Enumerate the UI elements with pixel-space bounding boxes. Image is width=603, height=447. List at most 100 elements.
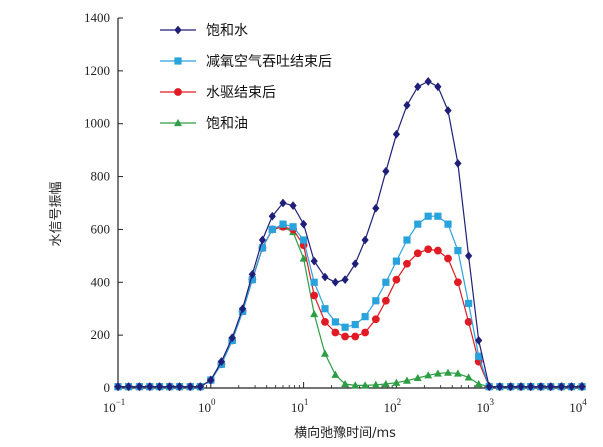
x-tick-label: 104	[569, 397, 587, 415]
legend-item: 水驱结束后	[160, 85, 276, 101]
legend-label: 饱和水	[206, 23, 248, 39]
legend-marker	[174, 88, 182, 96]
data-point	[331, 277, 339, 287]
data-point	[414, 220, 422, 228]
data-point	[279, 198, 287, 208]
data-point	[146, 382, 154, 392]
data-point	[382, 166, 390, 176]
y-tick-label: 200	[91, 327, 111, 342]
data-point	[351, 320, 359, 329]
series-line	[118, 80, 582, 388]
data-point	[124, 382, 133, 392]
x-axis-title: 横向弛豫时间/ms	[294, 425, 396, 441]
data-point	[166, 382, 174, 392]
legend-item: 饱和水	[160, 23, 248, 39]
series-line	[118, 226, 582, 388]
data-point	[320, 349, 329, 357]
data-point	[557, 382, 566, 392]
data-point	[403, 236, 411, 244]
legend-label: 水驱结束后	[206, 85, 276, 101]
y-tick-label: 400	[91, 274, 111, 289]
series-line	[118, 215, 582, 388]
data-point	[454, 246, 462, 255]
data-point	[434, 212, 442, 220]
data-point	[424, 371, 433, 379]
data-point	[310, 256, 318, 266]
data-point	[485, 382, 493, 392]
x-tick-base: 10	[384, 400, 397, 415]
data-point	[537, 382, 545, 392]
data-point	[321, 305, 329, 313]
data-point	[155, 382, 164, 392]
data-point	[578, 382, 586, 392]
data-point	[321, 318, 329, 326]
legend-label: 饱和油	[206, 116, 248, 132]
data-point	[371, 315, 380, 324]
legend-label: 减氧空气吞吐结束后	[206, 54, 332, 70]
x-tick-exponent: 3	[489, 397, 494, 407]
series-2	[114, 222, 586, 391]
data-point	[258, 235, 267, 245]
data-point	[300, 219, 308, 229]
data-point	[341, 379, 350, 388]
data-point	[361, 235, 369, 245]
x-tick-exponent: 0	[211, 397, 216, 407]
data-point	[403, 259, 411, 268]
y-tick-label: 600	[91, 221, 111, 236]
data-point	[341, 323, 349, 331]
data-point	[228, 333, 236, 343]
data-point	[434, 82, 442, 92]
data-point	[268, 225, 276, 234]
data-point	[248, 269, 256, 279]
data-point	[341, 275, 349, 285]
data-point	[444, 254, 452, 263]
x-tick-label: 10−1	[103, 397, 126, 415]
series-line	[118, 226, 582, 388]
data-point	[424, 212, 432, 220]
data-point	[444, 106, 452, 115]
data-point	[351, 259, 359, 269]
y-axis-ticks: 0 200 400 600 800 1000 1200 1400	[84, 10, 123, 395]
data-point	[392, 275, 401, 284]
data-point	[567, 382, 576, 392]
data-point	[453, 369, 462, 377]
series-0	[114, 77, 586, 392]
data-point	[299, 254, 308, 262]
series-layer	[114, 77, 586, 392]
y-tick-label: 0	[104, 380, 111, 395]
data-point	[372, 297, 380, 305]
x-tick-exponent: 1	[304, 397, 309, 407]
data-point	[321, 272, 329, 282]
legend-marker	[174, 25, 182, 35]
data-point	[196, 382, 204, 392]
data-point	[464, 373, 473, 381]
data-point	[403, 100, 411, 110]
x-tick-label: 100	[198, 397, 216, 415]
data-point	[310, 309, 319, 318]
data-point	[465, 299, 473, 308]
data-point	[371, 380, 380, 388]
data-point	[382, 278, 390, 286]
data-point	[331, 328, 340, 337]
data-point	[207, 375, 215, 385]
data-point	[444, 220, 452, 228]
x-tick-label: 101	[291, 397, 309, 415]
legend-item: 减氧空气吞吐结束后	[160, 54, 332, 70]
y-tick-label: 800	[91, 169, 111, 184]
data-point	[331, 370, 340, 378]
data-point	[413, 249, 422, 258]
data-point	[331, 318, 339, 326]
data-point	[433, 246, 442, 255]
plot-axes	[117, 18, 582, 389]
data-point	[381, 379, 390, 388]
data-point	[300, 236, 308, 244]
data-point	[506, 382, 515, 392]
data-point	[114, 382, 122, 392]
data-point	[175, 382, 184, 392]
data-point	[465, 251, 473, 261]
data-point	[310, 291, 319, 300]
x-tick-base: 10	[291, 400, 304, 415]
y-axis-title: 水信号振幅	[49, 181, 64, 246]
data-point	[248, 276, 256, 284]
